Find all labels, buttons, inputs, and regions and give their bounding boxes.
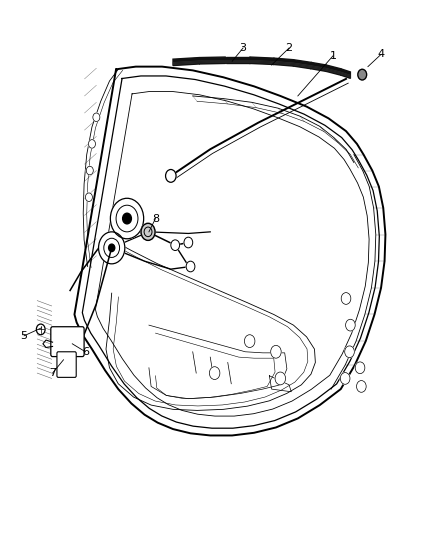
Circle shape — [86, 166, 93, 175]
Polygon shape — [326, 65, 341, 75]
Circle shape — [244, 335, 255, 348]
Circle shape — [141, 223, 155, 240]
Circle shape — [209, 367, 220, 379]
Circle shape — [358, 69, 367, 80]
Polygon shape — [173, 58, 199, 66]
Polygon shape — [199, 57, 226, 64]
Circle shape — [99, 232, 125, 264]
Text: 2: 2 — [286, 43, 293, 53]
Text: 7: 7 — [49, 368, 56, 378]
Text: 6: 6 — [82, 347, 89, 357]
Circle shape — [275, 372, 286, 385]
Circle shape — [341, 293, 351, 304]
FancyBboxPatch shape — [57, 352, 76, 377]
Text: 1: 1 — [329, 51, 336, 61]
Circle shape — [110, 198, 144, 239]
Circle shape — [171, 240, 180, 251]
Text: 4: 4 — [378, 50, 385, 59]
FancyBboxPatch shape — [51, 327, 84, 357]
Circle shape — [109, 244, 115, 252]
Circle shape — [184, 237, 193, 248]
Circle shape — [346, 319, 355, 331]
Circle shape — [85, 193, 92, 201]
Text: 8: 8 — [152, 214, 159, 223]
Text: 5: 5 — [21, 331, 28, 341]
Circle shape — [186, 261, 195, 272]
Text: 3: 3 — [240, 43, 247, 53]
Polygon shape — [293, 60, 311, 69]
Polygon shape — [226, 57, 250, 63]
Polygon shape — [341, 69, 350, 78]
Polygon shape — [274, 58, 293, 66]
Polygon shape — [311, 62, 326, 71]
Circle shape — [166, 169, 176, 182]
Circle shape — [340, 373, 350, 384]
Circle shape — [357, 381, 366, 392]
Circle shape — [345, 346, 354, 358]
Circle shape — [88, 140, 95, 148]
Polygon shape — [250, 57, 274, 64]
Circle shape — [355, 362, 365, 374]
Circle shape — [93, 113, 100, 122]
Circle shape — [36, 324, 45, 335]
Circle shape — [123, 213, 131, 224]
Circle shape — [271, 345, 281, 358]
